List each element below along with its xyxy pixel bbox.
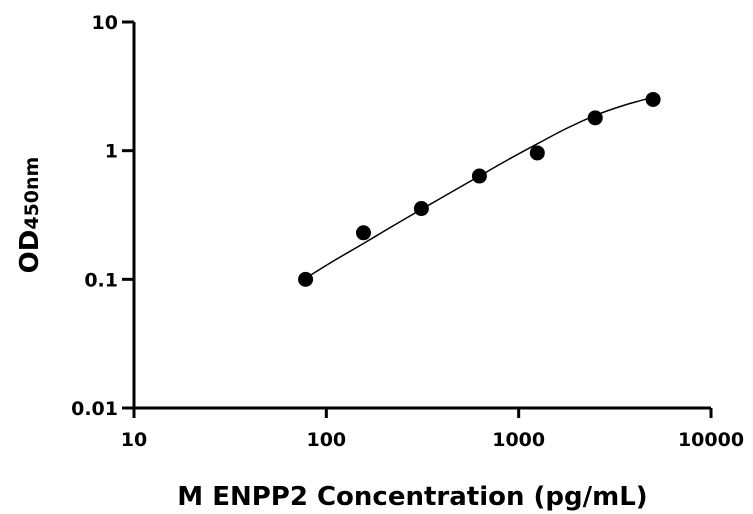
y-axis-title-subscript: 450nm xyxy=(21,157,43,230)
ticks xyxy=(122,20,713,418)
y-tick-label: 1 xyxy=(105,141,118,163)
data-point xyxy=(413,201,429,217)
tick-labels: 10 100 1000 10000 10 1 0.1 0.01 xyxy=(71,12,744,451)
x-tick-label: 100 xyxy=(306,429,346,451)
y-axis-title-main: OD xyxy=(15,230,45,274)
data-point xyxy=(355,225,371,241)
data-point xyxy=(587,110,603,126)
y-axis-title: OD450nm xyxy=(15,157,45,274)
x-tick-label: 1000 xyxy=(492,429,545,451)
fit-curve xyxy=(305,96,654,279)
data-point xyxy=(645,91,661,107)
axes xyxy=(132,22,711,410)
data-point xyxy=(471,168,487,184)
y-tick-label: 0.01 xyxy=(71,398,118,420)
x-tick-label: 10000 xyxy=(678,429,744,451)
data-point xyxy=(298,271,314,287)
y-tick-label: 10 xyxy=(92,12,118,34)
y-tick-label: 0.1 xyxy=(84,269,118,291)
x-tick-label: 10 xyxy=(121,429,147,451)
x-axis-title: M ENPP2 Concentration (pg/mL) xyxy=(177,482,647,512)
data-points xyxy=(298,91,661,287)
data-point xyxy=(529,145,545,161)
